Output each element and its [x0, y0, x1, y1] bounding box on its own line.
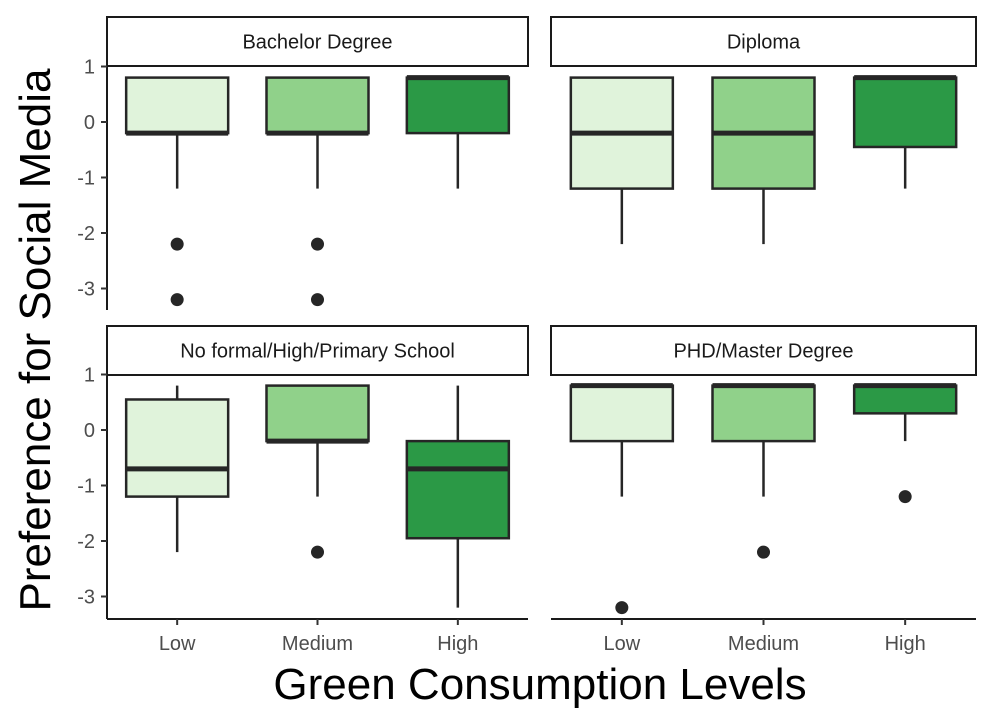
- y-tick-label: 0: [84, 420, 95, 442]
- box-low: [124, 76, 230, 307]
- x-tick-label: High: [437, 633, 478, 655]
- x-tick-label: Medium: [282, 633, 353, 655]
- x-tick-label: High: [885, 633, 926, 655]
- y-tick-label: -3: [77, 587, 95, 609]
- facet-strip: [550, 16, 977, 67]
- box-body: [405, 439, 511, 540]
- box-body: [852, 384, 958, 415]
- y-tick-label: -1: [77, 476, 95, 498]
- box-high: [405, 75, 511, 189]
- box-medium: [711, 383, 816, 559]
- x-axis-title: Green Consumption Levels: [273, 660, 806, 709]
- box-high: [405, 385, 511, 608]
- outlier-point: [311, 293, 324, 307]
- y-tick-label: -2: [77, 223, 95, 245]
- y-axis-title: Preference for Social Media: [11, 68, 60, 611]
- facet-panel: Diploma: [550, 16, 977, 245]
- box-medium: [711, 76, 816, 245]
- panels-layer: Bachelor Degree 1 0 -1 -2 -3 Diploma No formal/…: [77, 16, 977, 655]
- y-tick-label: -3: [77, 279, 95, 301]
- box-low: [124, 385, 230, 553]
- box-body: [265, 384, 370, 443]
- facet-panel: PHD/Master Degree Low Medium High: [550, 325, 977, 655]
- outlier-point: [898, 490, 912, 504]
- y-tick-label: 1: [84, 365, 95, 387]
- x-tick-label: Medium: [728, 633, 799, 655]
- facet-strip: [106, 325, 529, 376]
- y-tick-label: 0: [84, 112, 95, 134]
- x-tick-label: Low: [159, 633, 196, 655]
- y-tick-label: -1: [77, 168, 95, 190]
- box-high: [852, 383, 958, 504]
- facet-strip: [106, 16, 529, 67]
- outlier-point: [757, 545, 770, 559]
- box-body: [124, 398, 230, 498]
- box-medium: [265, 384, 370, 559]
- facet-strip: [550, 325, 977, 376]
- facet-strip-label: Diploma: [727, 32, 801, 54]
- y-tick-label: -2: [77, 531, 95, 553]
- facet-strip-label: Bachelor Degree: [242, 32, 392, 54]
- facet-panel: No formal/High/Primary School 1 0 -1 -2 -3 Low…: [77, 325, 529, 655]
- box-body: [711, 384, 816, 443]
- box-body: [569, 384, 675, 443]
- outlier-point: [615, 601, 629, 615]
- x-tick-label: Low: [603, 633, 640, 655]
- y-tick-label: 1: [84, 57, 95, 79]
- box-body: [852, 76, 958, 149]
- box-low: [569, 383, 675, 615]
- box-body: [265, 76, 370, 135]
- box-body: [405, 76, 511, 135]
- outlier-point: [170, 237, 184, 251]
- box-low: [569, 76, 675, 245]
- box-high: [852, 75, 958, 189]
- facet-strip-label: No formal/High/Primary School: [180, 341, 455, 363]
- facet-panel: Bachelor Degree 1 0 -1 -2 -3: [77, 16, 529, 310]
- box-medium: [265, 76, 370, 307]
- facet-strip-label: PHD/Master Degree: [673, 341, 853, 363]
- outlier-point: [170, 293, 184, 307]
- outlier-point: [311, 545, 324, 559]
- box-body: [124, 76, 230, 135]
- outlier-point: [311, 237, 324, 251]
